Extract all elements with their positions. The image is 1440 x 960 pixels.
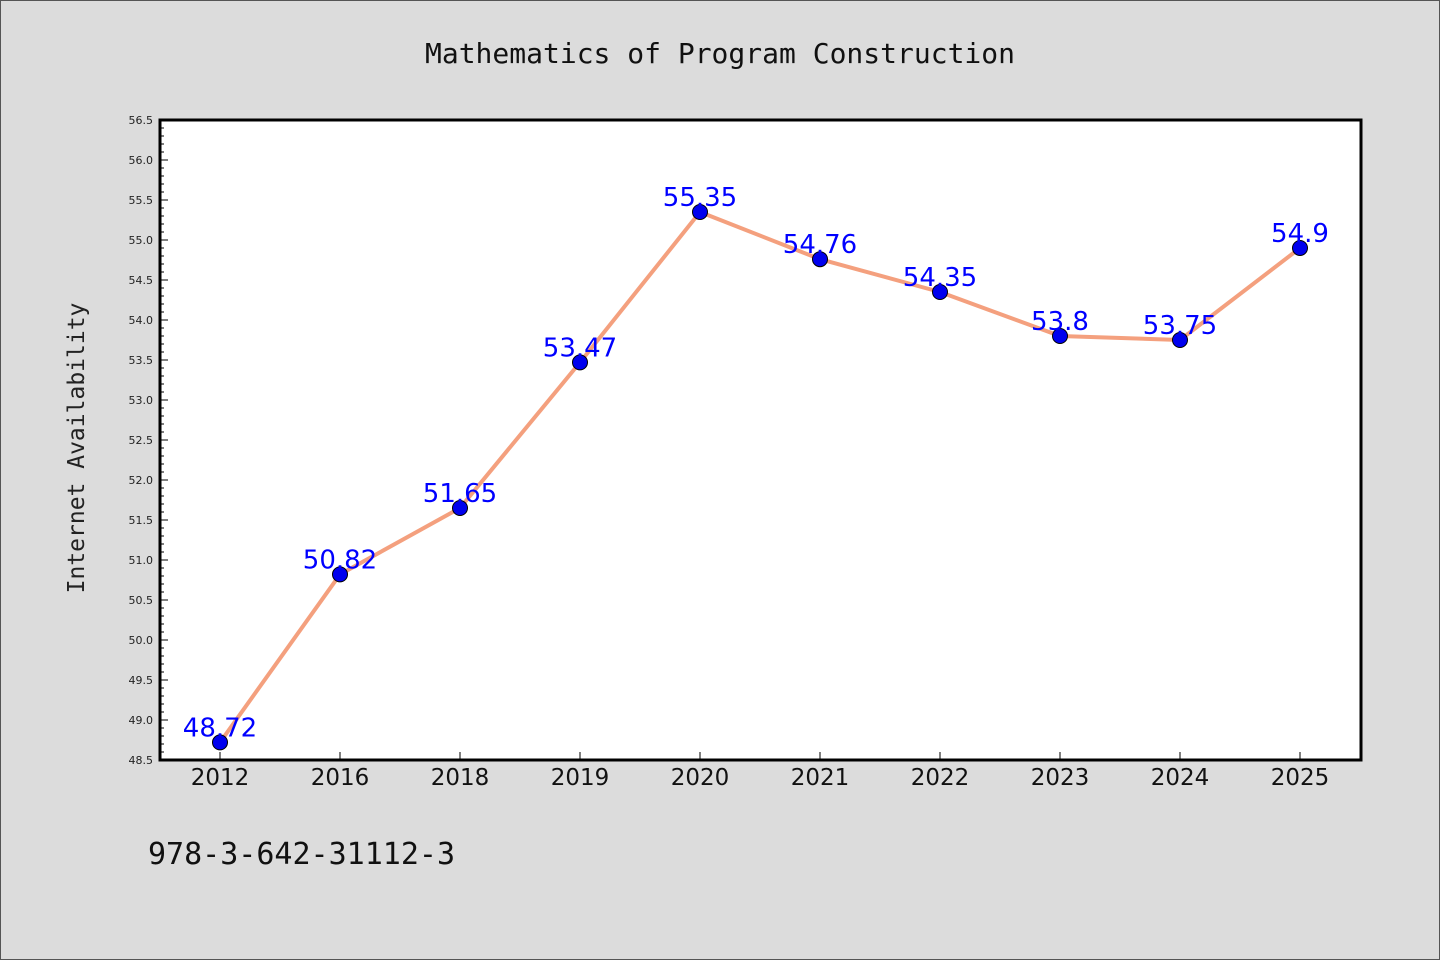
data-point [1172, 332, 1188, 348]
data-point [1292, 240, 1308, 256]
x-tick-label: 2018 [431, 765, 490, 791]
data-label: 51.65 [423, 479, 497, 509]
series-line-group [218, 210, 1302, 744]
data-point [572, 354, 588, 371]
x-tick-label: 2019 [551, 765, 610, 791]
data-point [212, 734, 228, 751]
y-axis-label: Internet Availability [64, 303, 90, 594]
x-tick-label: 2016 [311, 765, 370, 791]
x-tick-label: 2021 [791, 765, 850, 791]
data-label: 54.35 [903, 263, 977, 293]
x-tick-label: 2012 [191, 765, 250, 791]
y-tick-label: 50.5 [129, 594, 154, 607]
y-tick-label: 55.5 [129, 194, 154, 207]
data-point [692, 204, 708, 220]
x-tick-label: 2024 [1151, 765, 1210, 791]
y-tick-label: 51.0 [129, 554, 154, 567]
y-tick-label: 53.0 [129, 394, 154, 407]
y-tick-label: 51.5 [129, 514, 154, 527]
y-tick-label: 52.0 [129, 474, 154, 487]
data-point [1052, 328, 1068, 344]
x-axis-ticks: 2012 2016 2018 2019 2020 2021 2022 2023 2024 2025 [191, 752, 1330, 791]
y-tick-label: 54.0 [129, 314, 154, 327]
y-tick-label: 56.5 [129, 114, 154, 127]
data-label: 55.35 [663, 183, 737, 213]
y-tick-label: 56.0 [129, 154, 154, 167]
data-label: 50.82 [303, 545, 377, 575]
data-label: 54.76 [783, 230, 857, 260]
data-point [452, 500, 468, 516]
y-tick-label: 50.0 [129, 634, 154, 647]
y-tick-label: 49.5 [129, 674, 154, 687]
y-tick-label: 52.5 [129, 434, 154, 447]
data-label: 53.47 [543, 333, 617, 363]
x-tick-label: 2020 [671, 765, 730, 791]
data-label: 54.9 [1271, 219, 1329, 249]
y-tick-label: 49.0 [129, 714, 154, 727]
y-tick-label: 55.0 [129, 234, 154, 247]
data-point [812, 251, 828, 268]
y-axis-ticks: 48.5 49.0 49.5 50.0 50.5 51.0 51.5 52.0 52.5 53.0… [129, 114, 168, 767]
y-tick-label: 54.5 [129, 274, 154, 287]
data-label: 53.8 [1031, 307, 1089, 337]
data-point [932, 284, 948, 300]
y-tick-label: 48.5 [129, 754, 154, 767]
series-line [218, 210, 1302, 744]
data-point [332, 566, 348, 583]
plot-area [158, 118, 1363, 762]
data-markers [212, 204, 1308, 751]
isbn-footer: 978-3-642-31112-3 [148, 837, 455, 872]
x-tick-label: 2025 [1271, 765, 1330, 791]
data-label: 53.75 [1143, 311, 1217, 341]
x-tick-label: 2022 [911, 765, 970, 791]
data-labels: 48.72 50.82 51.65 53.47 55.35 54.76 54.35 53.8 5… [183, 183, 1329, 743]
y-tick-label: 53.5 [129, 354, 154, 367]
chart-title: Mathematics of Program Construction [425, 37, 1015, 70]
data-label: 48.72 [183, 713, 257, 743]
x-tick-label: 2023 [1031, 765, 1090, 791]
